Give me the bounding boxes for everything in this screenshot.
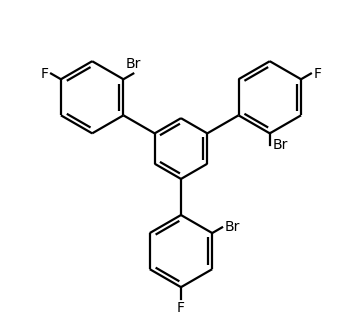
Text: F: F [314, 67, 322, 81]
Text: Br: Br [225, 220, 240, 234]
Text: Br: Br [126, 57, 141, 71]
Text: F: F [177, 301, 185, 315]
Text: F: F [40, 67, 48, 81]
Text: Br: Br [273, 138, 288, 152]
